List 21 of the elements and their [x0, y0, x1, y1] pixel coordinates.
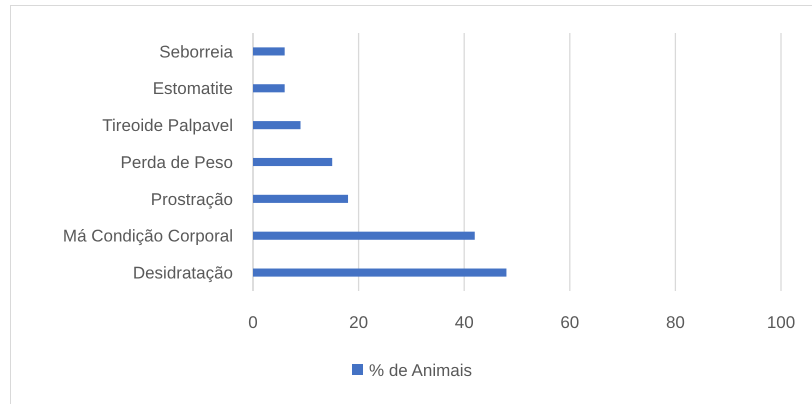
x-tick-label: 60	[560, 312, 580, 332]
bar	[253, 158, 332, 166]
y-tick-label: Tireoide Palpavel	[102, 116, 233, 136]
y-tick-label: Perda de Peso	[120, 152, 233, 172]
bar	[253, 47, 285, 56]
x-tick-label: 0	[248, 312, 258, 332]
x-tick-label: 80	[666, 312, 685, 332]
bar	[253, 121, 301, 130]
y-tick-label: Estomatite	[152, 79, 233, 98]
legend-label: % de Animais	[369, 360, 472, 380]
y-tick-label: Má Condição Corporal	[62, 226, 233, 246]
bar	[253, 268, 506, 277]
y-tick-label: Prostração	[150, 190, 233, 209]
bar	[253, 84, 285, 92]
bar	[253, 232, 475, 240]
x-tick-label: 40	[454, 312, 474, 332]
x-tick-label: 20	[349, 312, 368, 332]
y-tick-label: Seborreia	[159, 42, 234, 62]
bar	[253, 194, 348, 203]
y-tick-label: Desidratação	[132, 264, 233, 283]
x-tick-label: 100	[766, 312, 796, 332]
